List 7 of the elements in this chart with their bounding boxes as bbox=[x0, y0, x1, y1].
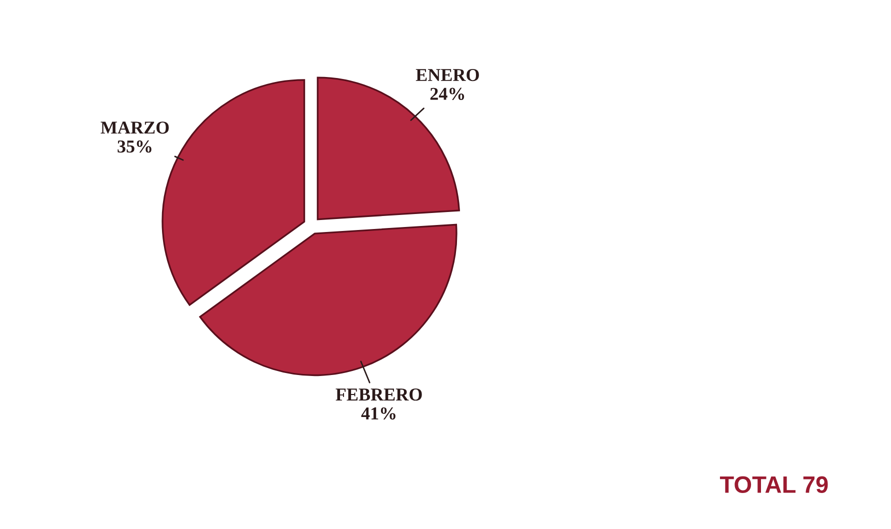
data-label: 35% bbox=[118, 140, 152, 153]
data-label: 24% bbox=[430, 88, 464, 100]
text: TOTAL 79 bbox=[720, 476, 828, 494]
slice-label: MARZO bbox=[100, 122, 169, 134]
slice-label: FEBRERO bbox=[336, 388, 422, 401]
slice-label: ENERO bbox=[416, 68, 479, 82]
data-label: 41% bbox=[361, 407, 396, 420]
